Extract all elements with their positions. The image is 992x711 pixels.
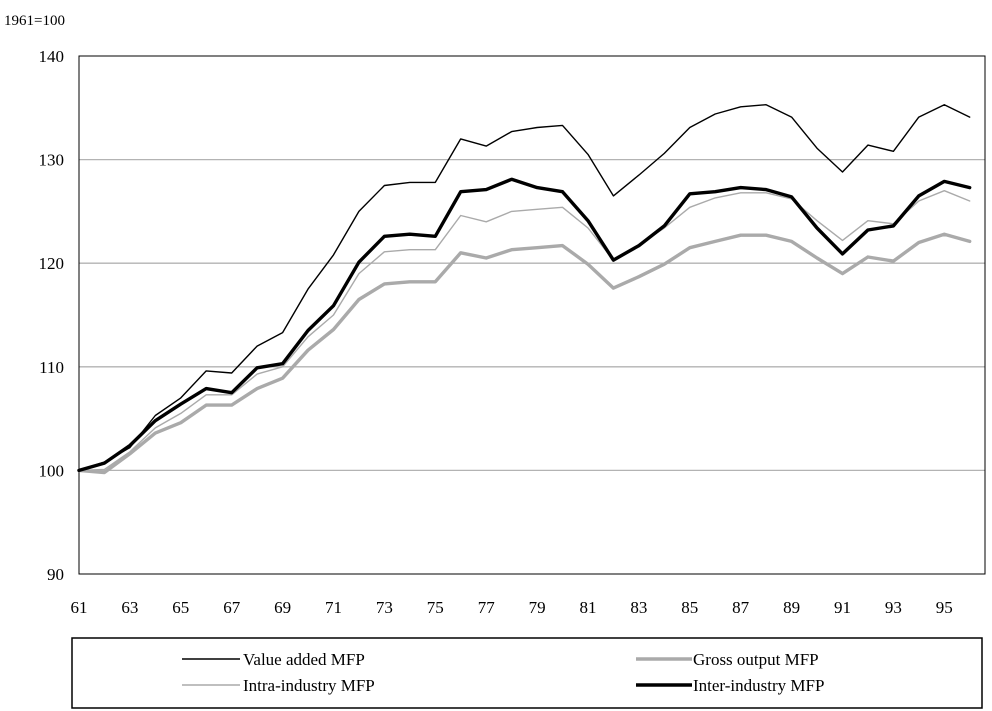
x-tick-label: 67 (223, 598, 241, 617)
x-tick-label: 95 (936, 598, 953, 617)
gridlines (79, 158, 985, 472)
series-line-gross-output-mfp (77, 232, 972, 475)
y-tick-label: 100 (39, 461, 65, 480)
legend-label-intra-industry-mfp: Intra-industry MFP (243, 676, 375, 695)
unit-label: 1961=100 (4, 13, 65, 29)
x-tick-label: 75 (427, 598, 444, 617)
x-tick-label: 81 (579, 598, 596, 617)
x-tick-label: 77 (478, 598, 496, 617)
series-line-inter-industry-mfp (77, 177, 972, 473)
y-tick-label: 90 (47, 565, 64, 584)
legend-label-gross-output-mfp: Gross output MFP (693, 650, 819, 669)
x-tick-label: 87 (732, 598, 750, 617)
legend: Value added MFP Gross output MFP Intra-ind… (71, 637, 983, 709)
legend-label-inter-industry-mfp: Inter-industry MFP (693, 676, 824, 695)
legend-box (71, 637, 983, 709)
y-tick-label: 120 (39, 254, 65, 273)
x-tick-label: 79 (529, 598, 546, 617)
x-axis-tick-labels: 61 63 65 67 69 71 73 75 77 79 81 83 85 87 89 91 93 95 (71, 598, 953, 617)
series-line-value-added-mfp (78, 103, 971, 472)
x-tick-label: 73 (376, 598, 393, 617)
x-tick-label: 89 (783, 598, 800, 617)
series-lines (77, 103, 972, 475)
x-tick-label: 61 (71, 598, 88, 617)
x-tick-label: 93 (885, 598, 902, 617)
x-tick-label: 63 (121, 598, 138, 617)
y-axis-tick-labels: 90 100 110 120 130 140 (39, 47, 65, 584)
x-tick-label: 71 (325, 598, 342, 617)
x-tick-label: 85 (681, 598, 698, 617)
y-tick-label: 110 (39, 358, 64, 377)
y-tick-label: 130 (39, 151, 65, 170)
x-tick-label: 65 (172, 598, 189, 617)
x-tick-label: 91 (834, 598, 851, 617)
y-tick-label: 140 (39, 47, 65, 66)
x-tick-label: 69 (274, 598, 291, 617)
legend-label-value-added-mfp: Value added MFP (243, 650, 365, 669)
series-line-intra-industry-mfp (78, 189, 971, 472)
plot-area-frame (78, 55, 986, 575)
x-tick-label: 83 (630, 598, 647, 617)
